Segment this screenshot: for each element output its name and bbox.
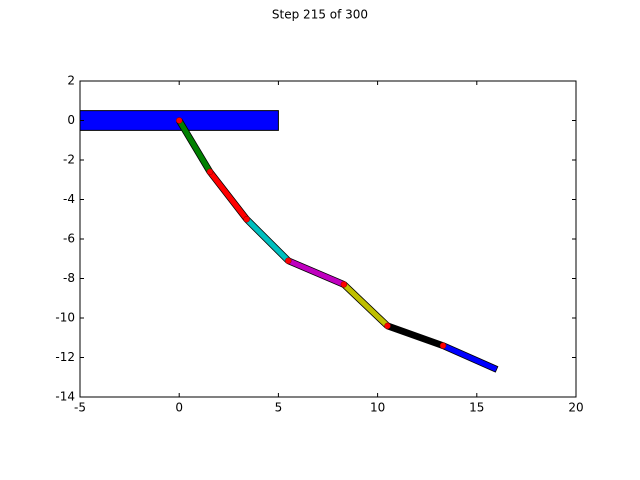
x-tick-label: 0 <box>175 401 183 415</box>
x-tick-label: 15 <box>469 401 484 415</box>
y-tick-label: -12 <box>55 350 75 364</box>
y-tick-label: -6 <box>63 232 75 246</box>
y-tick-label: 2 <box>67 74 75 88</box>
joint <box>175 117 183 124</box>
y-tick-label: -8 <box>63 271 75 285</box>
joint <box>206 168 214 176</box>
joint <box>340 281 348 288</box>
y-tick-label: -4 <box>63 192 75 206</box>
y-tick-label: -14 <box>55 390 75 404</box>
y-tick-label: 0 <box>67 113 75 127</box>
chart-title: Step 215 of 300 <box>272 8 368 22</box>
y-tick-label: -10 <box>55 311 75 325</box>
joint <box>439 342 447 349</box>
joint <box>243 216 250 223</box>
y-tick-label: -2 <box>63 153 75 167</box>
x-tick-label: 10 <box>370 401 385 415</box>
x-tick-label: 20 <box>568 401 583 415</box>
x-tick-label: 5 <box>275 401 283 415</box>
x-tick-label: -5 <box>74 401 86 415</box>
joint <box>285 257 292 264</box>
joint <box>384 322 391 330</box>
